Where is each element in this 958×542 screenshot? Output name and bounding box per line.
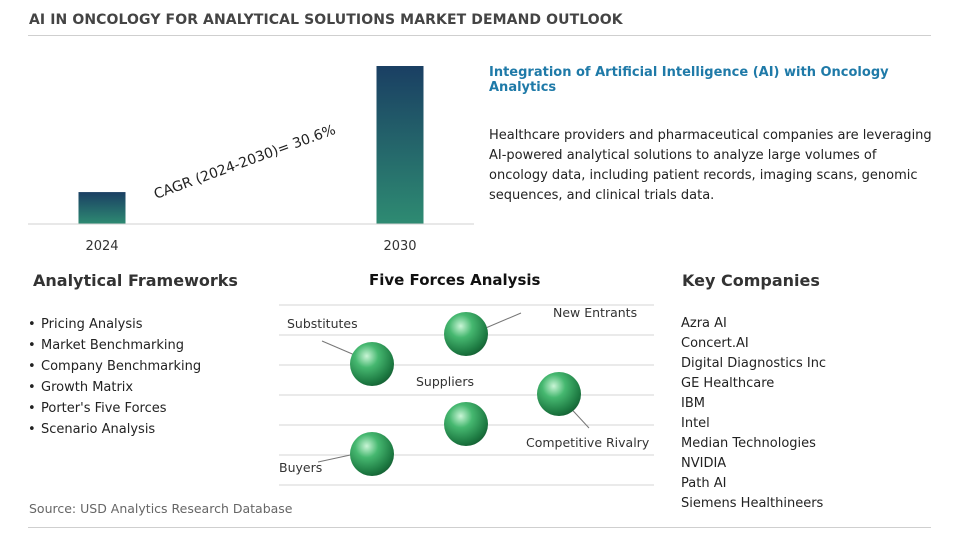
framework-item: • Porter's Five Forces (28, 398, 201, 419)
companies-heading: Key Companies (682, 271, 820, 290)
x-tick-label: 2024 (85, 239, 118, 254)
bullet-icon: • (28, 359, 36, 374)
framework-label: Pricing Analysis (41, 317, 143, 332)
company-item: NVIDIA (681, 456, 727, 471)
frameworks-list: • Pricing Analysis • Market Benchmarking • Co… (28, 314, 201, 440)
framework-item: • Company Benchmarking (28, 356, 201, 377)
connector-new-entrants (480, 312, 522, 331)
title-divider (28, 35, 931, 36)
bullet-icon: • (28, 401, 36, 416)
bullet-icon: • (28, 317, 36, 332)
five-forces-diagram: Substitutes New Entrants Suppliers Compe… (279, 304, 654, 486)
x-tick-label: 2030 (383, 239, 416, 254)
bullet-icon: • (28, 380, 36, 395)
company-item: Siemens Healthineers (681, 496, 824, 511)
source-note: Source: USD Analytics Research Database (29, 501, 293, 516)
company-item: IBM (681, 396, 705, 411)
company-item: Azra AI (681, 316, 727, 331)
framework-label: Growth Matrix (41, 380, 134, 395)
highlight-title: Integration of Artificial Intelligence (… (489, 65, 889, 95)
bar-2024 (78, 192, 126, 224)
framework-item: • Pricing Analysis (28, 314, 201, 335)
framework-label: Scenario Analysis (41, 422, 156, 437)
company-item: GE Healthcare (681, 376, 775, 391)
connector-substitutes (321, 340, 358, 357)
label-new-entrants: New Entrants (553, 305, 637, 320)
sphere-suppliers (444, 402, 488, 446)
label-substitutes: Substitutes (287, 316, 358, 331)
framework-item: • Growth Matrix (28, 377, 201, 398)
bullet-icon: • (28, 422, 36, 437)
framework-item: • Scenario Analysis (28, 419, 201, 440)
bar-2030 (376, 66, 424, 224)
framework-item: • Market Benchmarking (28, 335, 201, 356)
company-item: Path AI (681, 476, 727, 491)
sphere-new-entrants (444, 312, 488, 356)
highlight-text: Healthcare providers and pharmaceutical … (489, 128, 932, 203)
company-item: Concert.AI (681, 336, 749, 351)
bullet-icon: • (28, 338, 36, 353)
footer-divider (28, 527, 931, 528)
label-buyers: Buyers (279, 460, 322, 475)
five-forces-heading: Five Forces Analysis (369, 271, 541, 289)
framework-label: Market Benchmarking (41, 338, 184, 353)
company-item: Median Technologies (681, 436, 816, 451)
framework-label: Porter's Five Forces (41, 401, 167, 416)
sphere-buyers (350, 432, 394, 476)
sphere-competitive-rivalry (537, 372, 581, 416)
connector-buyers (317, 453, 356, 463)
label-suppliers: Suppliers (416, 374, 474, 389)
sphere-substitutes (350, 342, 394, 386)
frameworks-heading: Analytical Frameworks (33, 271, 238, 290)
company-item: Intel (681, 416, 710, 431)
framework-label: Company Benchmarking (41, 359, 202, 374)
label-competitive-rivalry: Competitive Rivalry (526, 435, 650, 450)
company-item: Digital Diagnostics Inc (681, 356, 827, 371)
page-title: AI IN ONCOLOGY FOR ANALYTICAL SOLUTIONS … (29, 12, 623, 28)
cagr-annotation: CAGR (2024-2030)= 30.6% (152, 122, 338, 203)
companies-list: Azra AI Concert.AI Digital Diagnostics Inc… (681, 314, 826, 514)
